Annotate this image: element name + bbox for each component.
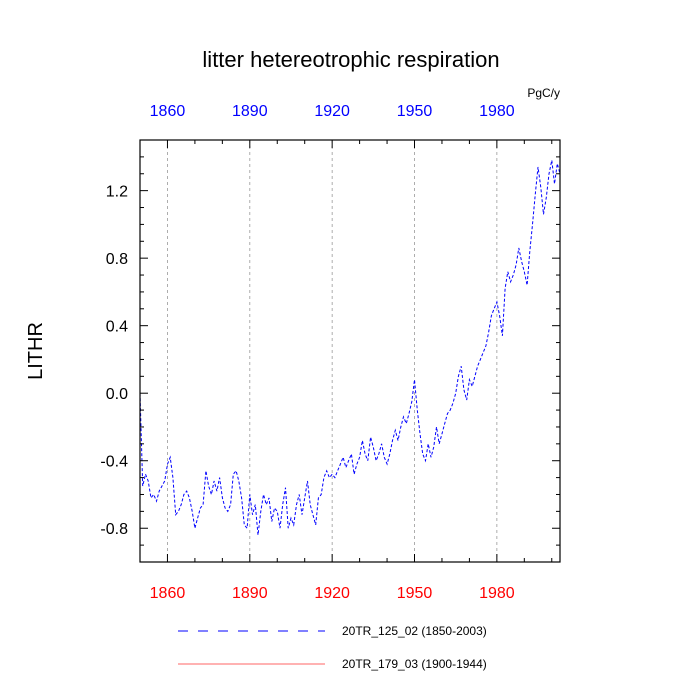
- x-tick-label-bottom-1920: 1920: [314, 585, 350, 602]
- x-tick-label-top-1980: 1980: [479, 103, 515, 120]
- y-tick-label-4: 0.8: [106, 251, 128, 268]
- y-tick-label-2: 0.0: [106, 386, 128, 403]
- y-tick-label-5: 1.2: [106, 184, 128, 201]
- x-tick-label-top-1860: 1860: [150, 103, 186, 120]
- y-axis-label: LITHR: [25, 322, 47, 380]
- legend: 20TR_125_02 (1850-2003) 20TR_179_03 (1900…: [178, 624, 487, 671]
- x-tick-label-top-1950: 1950: [397, 103, 433, 120]
- x-tick-label-bottom-1860: 1860: [150, 585, 186, 602]
- x-tick-label-top-1920: 1920: [314, 103, 350, 120]
- y-tick-label-0: -0.8: [100, 521, 128, 538]
- grid-lines: [167, 140, 498, 562]
- series-line-0: [139, 160, 561, 536]
- y-tick-label-3: 0.4: [106, 319, 128, 336]
- x-tick-label-bottom-1890: 1890: [232, 585, 268, 602]
- x-tick-label-bottom-1950: 1950: [397, 585, 433, 602]
- legend-label-0: 20TR_125_02 (1850-2003): [342, 624, 487, 638]
- axis-tick-labels: 1860 1860 1890 1890 1920 1920 1950 1950 1980 1980…: [100, 103, 514, 602]
- axis-ticks: [139, 140, 560, 562]
- units-label: PgC/y: [527, 86, 560, 100]
- chart-title: litter hetereotrophic respiration: [202, 47, 499, 72]
- plot-series: [139, 160, 561, 536]
- y-tick-label-1: -0.4: [100, 454, 128, 471]
- legend-label-1: 20TR_179_03 (1900-1944): [342, 657, 487, 671]
- x-tick-label-bottom-1980: 1980: [479, 585, 515, 602]
- plot-frame: [139, 139, 561, 563]
- x-tick-label-top-1890: 1890: [232, 103, 268, 120]
